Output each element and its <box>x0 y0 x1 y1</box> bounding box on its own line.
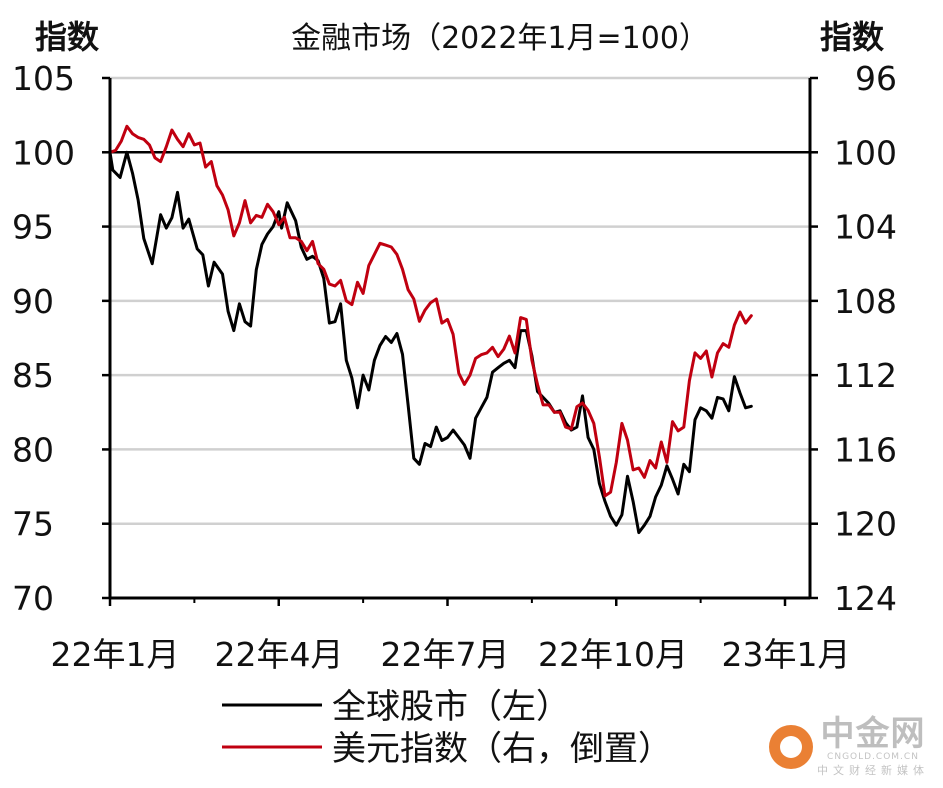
watermark-domain: CNGOLD.COM.CN <box>827 752 919 762</box>
watermark-subtitle: 中文财经新媒体 <box>817 764 929 777</box>
chart-title: 金融市场（2022年1月=100） <box>291 21 709 56</box>
x-tick-label: 22年1月 <box>51 635 180 674</box>
right-tick-label: 112 <box>834 356 897 395</box>
left-tick-label: 100 <box>12 133 75 172</box>
left-tick-label: 85 <box>12 356 54 395</box>
right-axis-ticks: 124 120 116 112 108 104 100 96 <box>810 59 897 618</box>
x-tick-label: 22年10月 <box>538 635 688 674</box>
right-tick-label: 96 <box>855 59 897 98</box>
grid-lines <box>110 76 810 525</box>
legend-label-1: 全球股市（左） <box>332 687 570 727</box>
watermark-logo: 中金网 CNGOLD.COM.CN 中文财经新媒体 <box>769 716 929 778</box>
left-tick-label: 75 <box>12 505 54 544</box>
right-axis-title: 指数 <box>820 18 885 56</box>
left-axis-title: 指数 <box>35 18 100 56</box>
x-axis-ticks: 22年1月 22年4月 22年7月 22年10月 23年1月 <box>51 598 851 674</box>
series-layer <box>108 124 753 535</box>
x-tick-label: 23年1月 <box>722 635 851 674</box>
watermark-main-text: 中金网 <box>820 714 926 754</box>
right-tick-label: 120 <box>834 505 897 544</box>
legend: 全球股市（左）美元指数（右，倒置） <box>222 687 672 769</box>
left-tick-label: 95 <box>12 208 54 247</box>
x-tick-label: 22年4月 <box>215 635 344 674</box>
x-tick-label: 22年7月 <box>381 635 510 674</box>
left-tick-label: 90 <box>12 282 54 321</box>
left-tick-label: 80 <box>12 430 54 469</box>
right-tick-label: 108 <box>834 282 897 321</box>
series-line-2 <box>108 124 753 498</box>
right-tick-label: 104 <box>834 208 897 247</box>
right-tick-label: 116 <box>834 430 897 469</box>
right-tick-label: 100 <box>834 133 897 172</box>
left-axis-ticks: 70 75 80 85 90 95 100 105 <box>12 59 110 618</box>
legend-label-2: 美元指数（右，倒置） <box>332 729 672 769</box>
series-line-1 <box>108 150 753 535</box>
right-tick-label: 124 <box>834 579 897 618</box>
left-tick-label: 105 <box>12 59 75 98</box>
left-tick-label: 70 <box>12 579 54 618</box>
axes <box>108 78 812 600</box>
coin-logo-icon <box>769 725 813 769</box>
